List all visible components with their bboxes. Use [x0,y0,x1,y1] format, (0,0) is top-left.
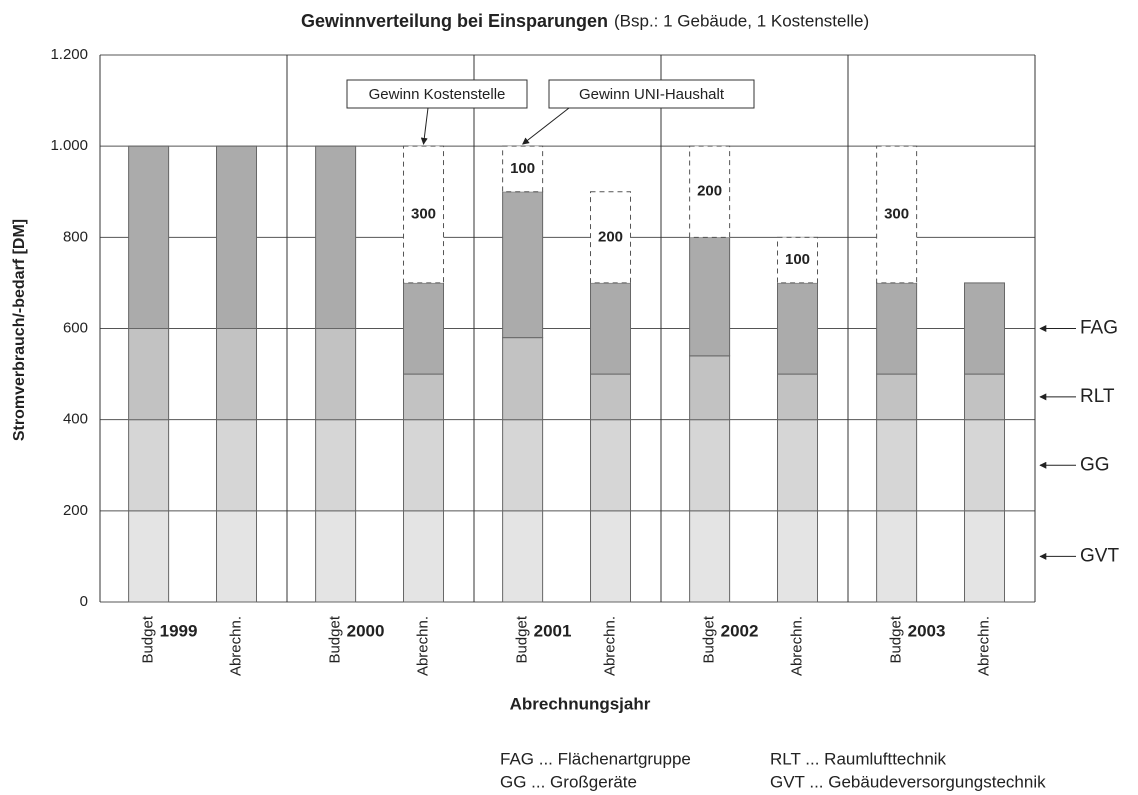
bar-segment [689,236,731,357]
callout-text: Gewinn Kostenstelle [369,86,506,103]
gain-label: 200 [598,228,623,245]
y-tick-label: 800 [63,228,88,245]
bar-segment [315,510,357,603]
bar-segment [876,373,918,421]
gain-box [590,191,632,284]
gain-label: 100 [510,160,535,177]
y-tick-label: 0 [80,593,88,610]
legend-note: GG ... Großgeräte [500,772,637,791]
legend-label: GG [1080,454,1110,475]
y-axis-label: Stromverbrauch/-bedarf [DM] [11,219,28,441]
bar-segment [128,328,170,421]
bar-segment [590,282,632,375]
y-tick-label: 1.200 [50,46,88,63]
x-tick-label: Abrechn. [788,616,805,676]
bar-segment [216,145,258,329]
bar-segment [590,419,632,512]
bar-segment [502,510,544,603]
gain-box [502,145,544,193]
year-label: 2003 [908,621,946,640]
bar-segment [964,282,1006,375]
gain-box [689,145,731,238]
bar-segment [777,419,819,512]
bar-segment [502,337,544,421]
chart-title: Gewinnverteilung bei Einsparungen [301,11,608,31]
bar-segment [403,373,445,421]
year-label: 2000 [347,621,385,640]
bar-segment [216,510,258,603]
x-tick-label: Abrechn. [414,616,431,676]
bar-segment [315,328,357,421]
y-tick-label: 400 [63,411,88,428]
bar-segment [128,145,170,329]
bar-segment [403,510,445,603]
bar-segment [964,373,1006,421]
legend-label: RLT [1080,386,1115,407]
bar-segment [502,419,544,512]
legend-label: FAG [1080,318,1118,339]
callout-box [346,79,528,109]
x-tick-label: Abrechn. [601,616,618,676]
bar-segment [777,282,819,375]
gain-label: 100 [785,251,810,268]
x-axis-label: Abrechnungsjahr [510,694,651,713]
bar-segment [403,419,445,512]
legend-note: RLT ... Raumlufttechnik [770,749,947,768]
year-label: 1999 [160,621,198,640]
bar-segment [777,510,819,603]
x-tick-label: Budget [327,615,344,663]
bar-segment [777,373,819,421]
callout-text: Gewinn UNI-Haushalt [579,86,725,103]
bar-segment [403,282,445,375]
x-tick-label: Budget [888,615,905,663]
bar-segment [876,282,918,375]
callout-box [548,79,755,109]
y-tick-label: 600 [63,319,88,336]
x-tick-label: Budget [701,615,718,663]
legend-note: FAG ... Flächenartgruppe [500,749,691,768]
year-label: 2001 [534,621,572,640]
gain-box [403,145,445,284]
x-tick-label: Budget [514,615,531,663]
bar-segment [502,191,544,339]
gain-box [777,236,819,284]
x-tick-label: Abrechn. [975,616,992,676]
bar-segment [876,510,918,603]
x-tick-label: Abrechn. [227,616,244,676]
x-tick-label: Budget [140,615,157,663]
bar-segment [216,419,258,512]
bar-segment [216,328,258,421]
gain-label: 200 [697,183,722,200]
bar-segment [590,373,632,421]
bar-segment [128,419,170,512]
bar-segment [964,419,1006,512]
callout-arrow [522,107,570,145]
legend-label: GVT [1080,545,1119,566]
chart-subtitle: (Bsp.: 1 Gebäude, 1 Kostenstelle) [614,11,869,30]
gain-box [876,145,918,284]
bar-segment [315,145,357,329]
bar-segment [876,419,918,512]
gain-label: 300 [411,206,436,223]
gain-label: 300 [884,206,909,223]
bar-segment [590,510,632,603]
bar-segment [964,510,1006,603]
y-tick-label: 1.000 [50,137,88,154]
bar-segment [689,419,731,512]
year-label: 2002 [721,621,759,640]
y-tick-label: 200 [63,502,88,519]
bar-segment [128,510,170,603]
bar-segment [315,419,357,512]
legend-note: GVT ... Gebäudeversorgungstechnik [770,772,1046,791]
bar-segment [689,355,731,421]
bar-segment [689,510,731,603]
callout-arrow [420,107,429,145]
